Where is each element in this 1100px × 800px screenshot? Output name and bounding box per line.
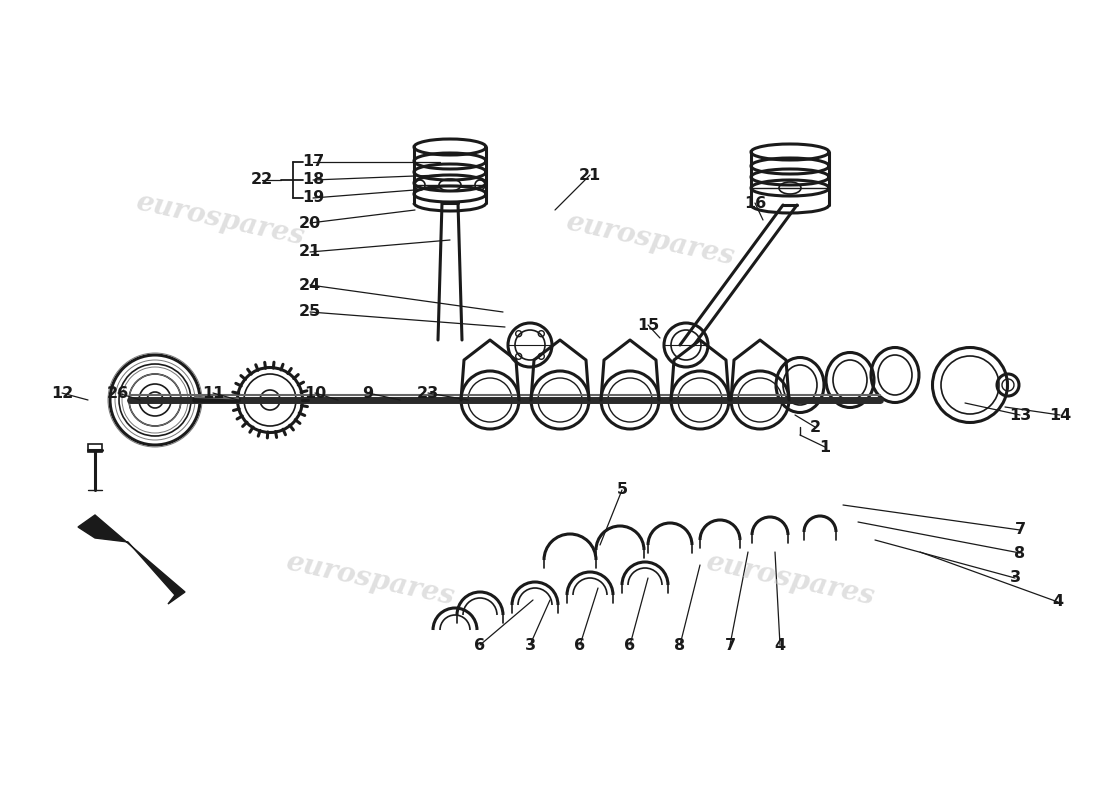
Text: 25: 25 [299, 305, 321, 319]
Text: 2: 2 [810, 419, 821, 434]
Text: eurospares: eurospares [563, 209, 737, 271]
Text: 18: 18 [301, 173, 324, 187]
Text: 21: 21 [579, 167, 601, 182]
Text: 17: 17 [301, 154, 324, 170]
Text: 20: 20 [299, 215, 321, 230]
Text: 4: 4 [1053, 594, 1064, 610]
Bar [88, 444, 102, 452]
Text: 1: 1 [820, 439, 830, 454]
Text: eurospares: eurospares [133, 189, 307, 251]
Text: 9: 9 [362, 386, 374, 401]
Polygon shape [78, 515, 185, 604]
Text: 21: 21 [299, 245, 321, 259]
Text: 12: 12 [51, 386, 73, 401]
Text: 10: 10 [304, 386, 326, 401]
Text: 6: 6 [574, 638, 585, 653]
Text: 8: 8 [1014, 546, 1025, 561]
Text: 4: 4 [774, 638, 785, 653]
Text: 26: 26 [107, 386, 129, 401]
Text: eurospares: eurospares [703, 549, 877, 611]
Text: 19: 19 [301, 190, 324, 206]
Text: 7: 7 [725, 638, 736, 653]
Text: 3: 3 [1010, 570, 1021, 586]
Text: 22: 22 [251, 173, 273, 187]
Text: 8: 8 [674, 638, 685, 653]
Text: 14: 14 [1049, 407, 1071, 422]
Text: 16: 16 [744, 195, 766, 210]
Text: 13: 13 [1009, 407, 1031, 422]
Text: 15: 15 [637, 318, 659, 333]
Text: 3: 3 [525, 638, 536, 653]
Text: 6: 6 [625, 638, 636, 653]
Text: 11: 11 [202, 386, 224, 401]
Text: 23: 23 [417, 386, 439, 401]
Text: 6: 6 [474, 638, 485, 653]
Text: 5: 5 [616, 482, 628, 498]
Text: eurospares: eurospares [283, 549, 456, 611]
Text: 24: 24 [299, 278, 321, 293]
Text: 7: 7 [1014, 522, 1025, 538]
